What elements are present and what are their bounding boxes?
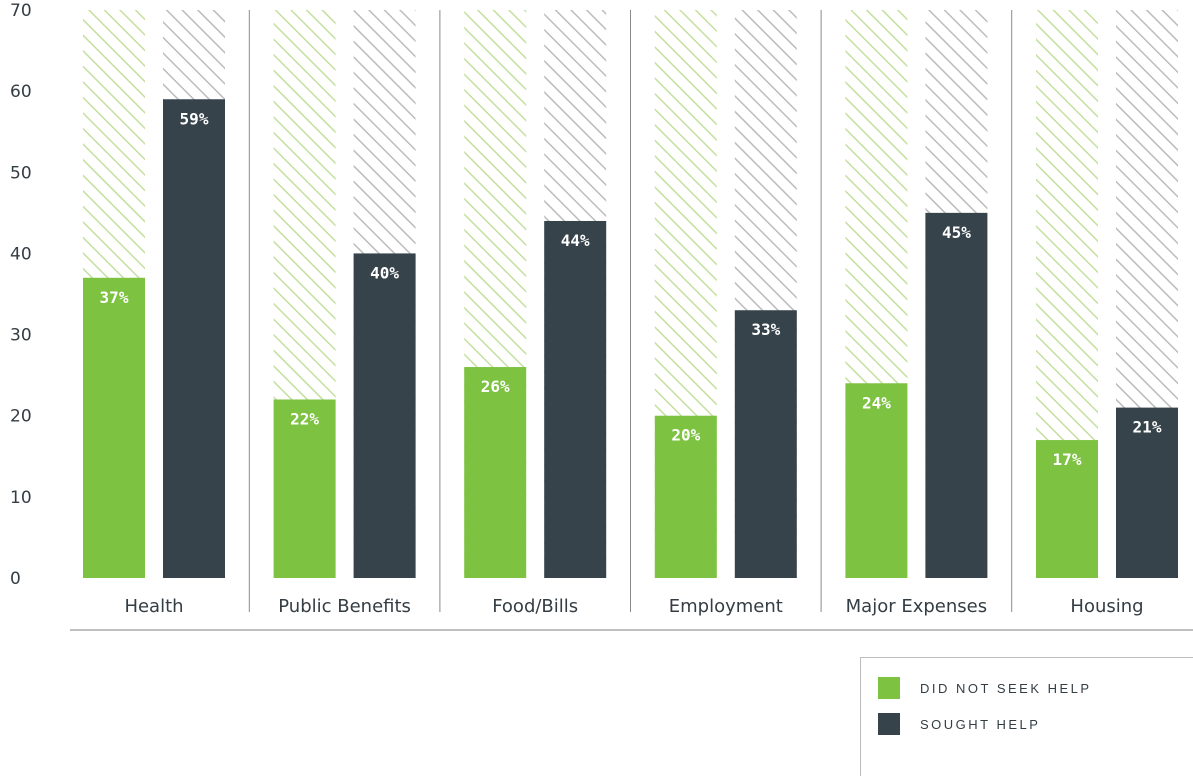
bar — [353, 253, 416, 578]
bar — [845, 383, 908, 578]
bar — [544, 220, 607, 578]
legend-label: SOUGHT HELP — [920, 716, 1041, 732]
bar-value-label: 59% — [180, 109, 209, 128]
legend-swatch-green — [878, 677, 900, 699]
category-label: Food/Bills — [492, 596, 578, 617]
category-labels: Health Public Benefits Food/Bills Employmen… — [124, 596, 1143, 617]
legend: DID NOT SEEK HELP SOUGHT HELP — [860, 657, 1193, 776]
legend-item-did-not-seek-help: DID NOT SEEK HELP — [861, 670, 1193, 706]
bar-value-label: 37% — [100, 288, 129, 307]
bar-value-label: 20% — [671, 426, 700, 445]
y-tick-label: 40 — [10, 244, 32, 264]
bar — [83, 277, 145, 578]
legend-swatch-dark — [878, 713, 900, 735]
y-tick-label: 70 — [10, 1, 32, 21]
y-tick-label: 20 — [10, 407, 32, 427]
category-label: Health — [124, 596, 183, 617]
bar-value-label: 17% — [1053, 450, 1082, 469]
legend-label: DID NOT SEEK HELP — [920, 680, 1092, 696]
bar — [734, 310, 797, 578]
bar — [925, 212, 988, 578]
bar-value-label: 21% — [1133, 418, 1162, 437]
y-tick-label: 50 — [10, 163, 32, 183]
bar-value-label: 44% — [561, 231, 590, 250]
legend-item-sought-help: SOUGHT HELP — [861, 706, 1193, 742]
bar-value-label: 22% — [290, 409, 319, 428]
y-axis: 0 10 20 30 40 50 60 70 — [10, 1, 32, 589]
bar — [163, 99, 225, 578]
y-tick-label: 30 — [10, 326, 32, 346]
bar — [1036, 440, 1098, 578]
y-tick-label: 10 — [10, 488, 32, 508]
bars: 37% 59% 22% 40% 26% 44% 20% 33% 24% 45% 17% 21% — [83, 99, 1178, 578]
bar-value-label: 40% — [370, 263, 399, 282]
category-label: Public Benefits — [278, 596, 411, 617]
bar-value-label: 24% — [862, 393, 891, 412]
y-tick-label: 60 — [10, 82, 32, 102]
bar-value-label: 33% — [751, 320, 780, 339]
bar — [654, 415, 717, 578]
category-label: Major Expenses — [846, 596, 987, 617]
bar-value-label: 45% — [942, 223, 971, 242]
y-tick-label: 0 — [10, 569, 21, 589]
category-separators — [248, 10, 1013, 612]
bar-value-label: 26% — [481, 377, 510, 396]
bar — [273, 399, 336, 578]
category-label: Employment — [669, 596, 783, 617]
bar — [1116, 407, 1178, 578]
category-label: Housing — [1070, 596, 1143, 617]
bar — [464, 367, 527, 578]
